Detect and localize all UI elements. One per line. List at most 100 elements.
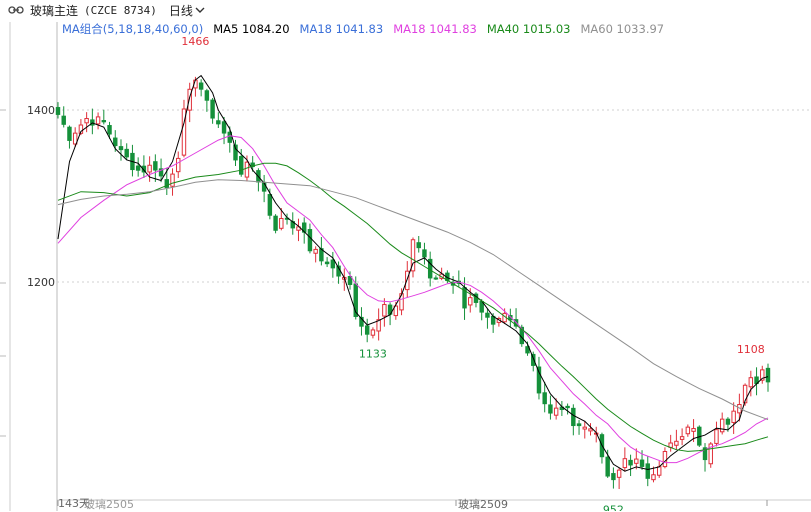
candle-up [370,329,376,336]
candle-up [662,451,668,468]
candle-down [67,126,72,141]
candle-up [719,418,725,433]
candle-down [536,366,542,394]
candle-up [553,407,559,416]
candle-down [359,316,364,327]
candle-down [267,194,273,216]
candle-up [147,164,152,173]
candle-down [158,168,164,177]
candle-down [508,315,513,321]
candle-down [141,165,147,173]
candle-up [685,426,691,435]
candle-down [548,404,553,414]
candle-up [588,428,593,432]
extreme-price-label: 952 [603,503,624,511]
candle-up [616,469,622,478]
candle-down [227,131,232,143]
candle-down [565,405,570,409]
candle-up [679,436,685,440]
candle-up [176,157,181,173]
candle-down [576,423,582,427]
candle-up [674,440,679,446]
extreme-price-label: 1133 [359,348,387,361]
candle-down [639,459,645,467]
ma5-line [57,74,769,472]
candle-down [485,312,490,318]
candle-up [468,297,473,306]
candle-down [118,146,124,151]
candle-down [216,120,221,125]
candle-down [330,259,336,269]
candle-down [542,392,547,405]
candle-up [634,458,639,464]
candle-down [702,447,708,461]
candle-down [55,107,61,115]
candle-down [198,82,204,90]
candle-down [204,90,210,101]
ma18-label-2: MA18 1041.83 [393,22,477,36]
candle-down [221,121,227,134]
ma18-line [57,135,769,464]
candle-down [210,99,215,119]
candle-up [760,369,765,381]
ma40-line [57,162,769,452]
candle-down [347,276,353,285]
ma-legend: MA组合(5,18,18,40,60,0) MA5 1084.20 MA18 1… [62,20,664,38]
candle-down [273,215,278,231]
candle-down [61,115,66,125]
candle-down [422,249,427,258]
ma60-label: MA60 1033.97 [580,22,665,36]
candle-up [78,124,84,134]
contract-label-1: 玻璃2505 [84,498,134,511]
candle-down [571,407,576,427]
period-selector[interactable]: 日线 [169,2,205,19]
y-tick-label: 1400 [27,104,55,117]
ma60-line [57,179,769,421]
candle-down [725,418,731,425]
candle-down [239,156,244,175]
candle-up [244,161,250,178]
candle-down [107,125,112,135]
candle-down [364,325,370,335]
candle-up [95,116,101,125]
candle-up [691,428,696,432]
candle-down [101,120,107,123]
candle-up [181,108,187,156]
candle-up [651,474,656,481]
extreme-price-label: 1108 [737,343,765,356]
candle-up [731,410,736,423]
candle-down [605,456,610,477]
ma40-label: MA40 1015.03 [486,22,571,36]
candle-up [714,429,719,444]
chart-title-bar: 玻璃主连 (CZCE 8734) 日线 [0,0,811,20]
chevron-down-icon [195,7,205,13]
instrument-code: (CZCE 8734) [84,3,157,17]
candle-down [611,473,616,481]
candle-up [313,248,318,254]
candle-down [124,148,129,158]
candle-down [324,261,330,265]
candle-down [628,459,633,466]
candle-up [410,239,416,272]
link-icon[interactable] [8,5,24,15]
candle-down [233,144,238,161]
candle-up [405,270,410,291]
candle-up [708,443,713,465]
candle-up [296,226,301,231]
candle-down [765,367,771,383]
candle-down [153,161,158,171]
candle-down [416,242,421,249]
candle-up [72,132,78,145]
ma5-label: MA5 1084.20 [213,22,290,36]
candle-up [382,304,387,317]
candle-down [135,165,141,171]
ma-combo-label[interactable]: MA组合(5,18,18,40,60,0) [62,22,204,36]
candle-down [433,277,439,280]
ma18-label-1: MA18 1041.83 [299,22,384,36]
candle-up [170,173,175,187]
candle-down [164,179,170,189]
candle-up [376,319,381,332]
left-scroll-handle[interactable] [0,20,10,511]
candle-up [748,377,754,388]
